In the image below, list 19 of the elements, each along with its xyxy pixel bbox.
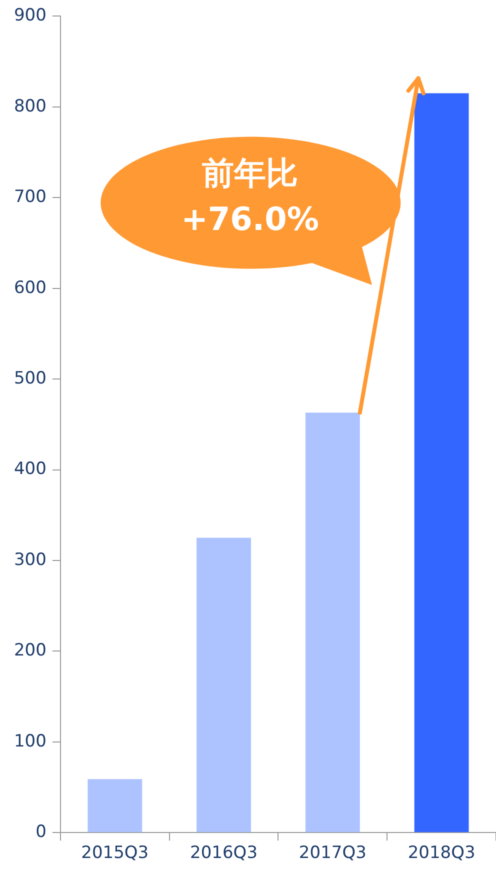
y-tick-label: 400 bbox=[14, 459, 46, 480]
bar bbox=[414, 93, 469, 832]
y-tick-label: 700 bbox=[14, 187, 46, 208]
annotation: 前年比 +76.0% bbox=[180, 153, 320, 240]
y-tick-label: 0 bbox=[36, 822, 46, 842]
y-tick-label: 900 bbox=[14, 6, 46, 26]
x-tick-label: 2015Q3 bbox=[81, 843, 149, 864]
x-tick-label: 2017Q3 bbox=[298, 843, 366, 864]
bar bbox=[88, 779, 142, 832]
y-tick-label: 600 bbox=[14, 278, 46, 298]
y-tick-label: 200 bbox=[14, 640, 46, 661]
bar bbox=[305, 412, 360, 832]
y-tick-label: 800 bbox=[14, 96, 46, 116]
bar bbox=[196, 538, 251, 832]
y-tick-label: 100 bbox=[14, 731, 46, 752]
x-tick-label: 2016Q3 bbox=[190, 843, 258, 864]
y-tick-label: 300 bbox=[14, 550, 46, 570]
y-tick-label: 500 bbox=[14, 368, 46, 388]
x-tick-label: 2018Q3 bbox=[408, 843, 476, 864]
